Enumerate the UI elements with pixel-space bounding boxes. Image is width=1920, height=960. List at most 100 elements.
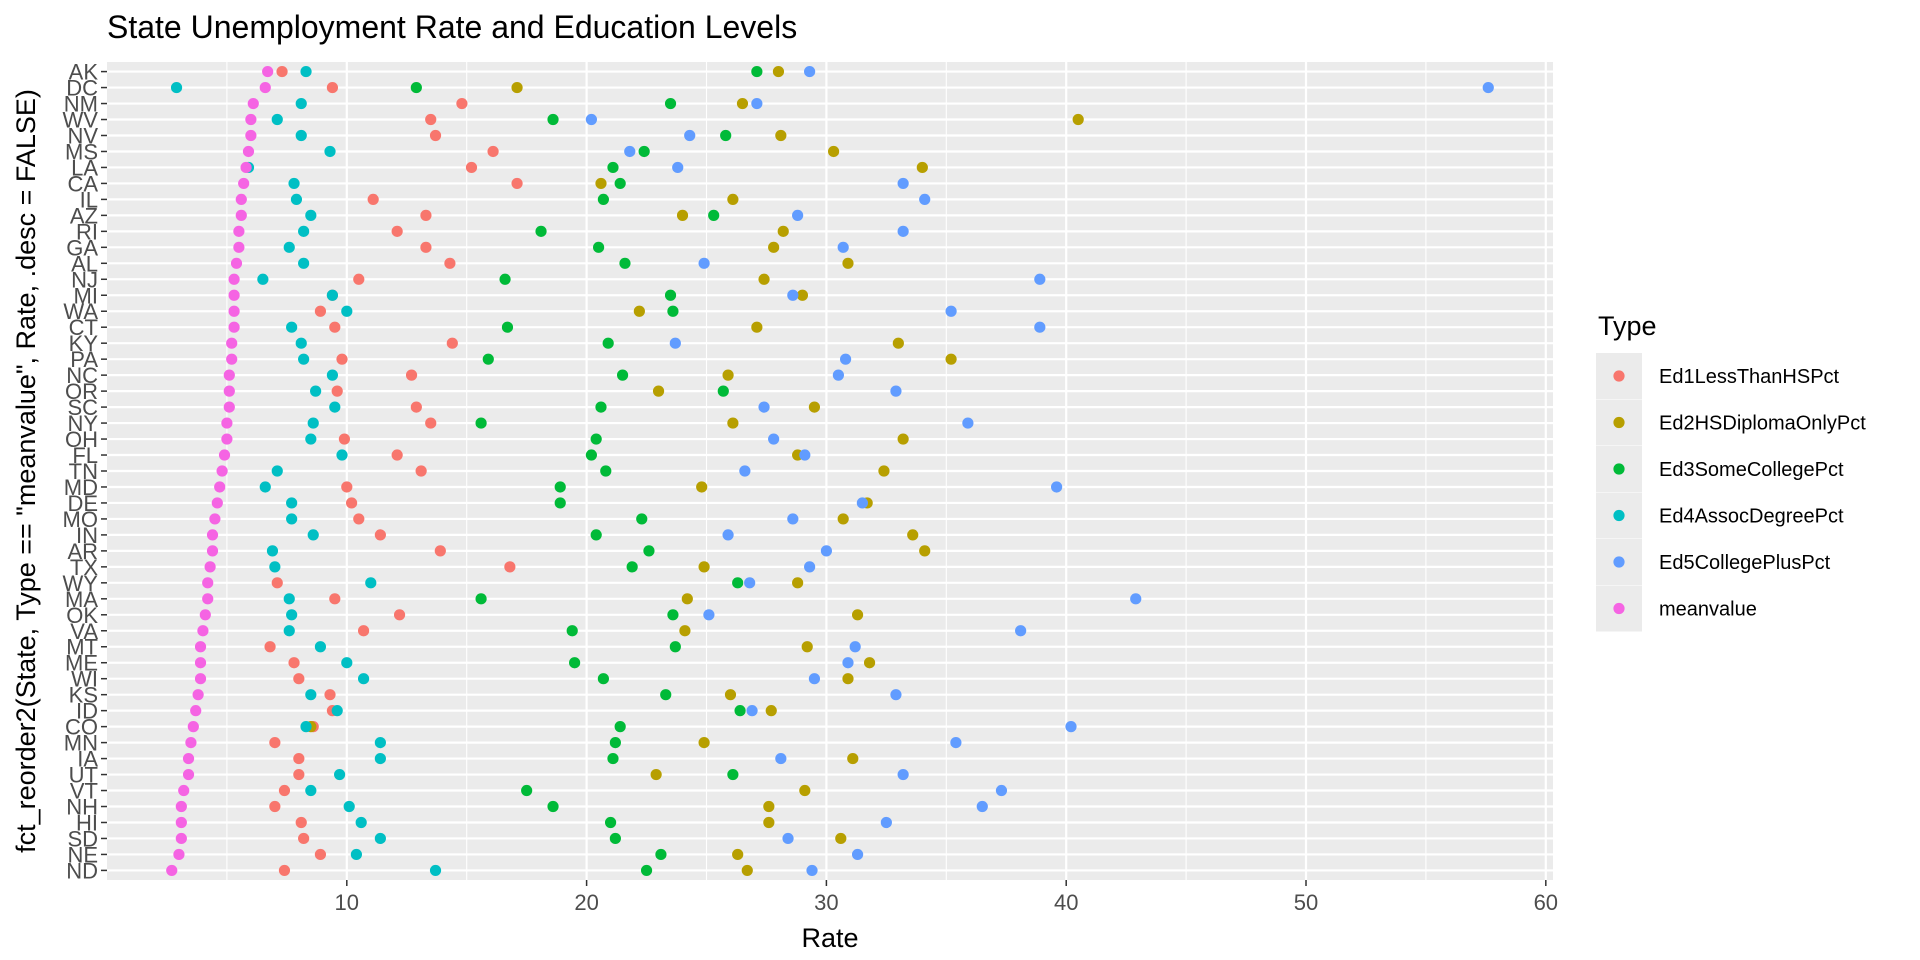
point-Ed4AssocDegreePct-SD: [374, 832, 386, 845]
point-Ed5CollegePlusPct-NH: [976, 800, 988, 813]
point-Ed5CollegePlusPct-NV: [684, 129, 696, 142]
y-tick-label-NH: NH: [66, 795, 98, 820]
point-Ed1LessThanHSPct-GA: [420, 241, 432, 253]
point-Ed1LessThanHSPct-ME: [288, 657, 300, 669]
point-Ed1LessThanHSPct-VT: [278, 784, 291, 797]
point-Ed5CollegePlusPct-HI: [880, 816, 892, 829]
point-meanvalue-IA: [182, 752, 195, 765]
point-meanvalue-HI: [175, 816, 187, 829]
y-tick-label-UT: UT: [69, 763, 98, 788]
legend-title: Type: [1598, 311, 1657, 341]
point-Ed3SomeCollegePct-LA: [607, 161, 619, 174]
point-Ed1LessThanHSPct-NE: [314, 848, 327, 861]
y-tick-label-NY: NY: [67, 411, 98, 436]
point-Ed2HSDiplomaOnlyPct-IN: [907, 529, 919, 541]
point-Ed2HSDiplomaOnlyPct-GA: [768, 241, 780, 253]
point-Ed1LessThanHSPct-HI: [295, 816, 307, 829]
point-meanvalue-UT: [182, 768, 195, 781]
point-Ed3SomeCollegePct-NC: [616, 369, 629, 381]
point-Ed3SomeCollegePct-MA: [475, 593, 487, 605]
point-Ed1LessThanHSPct-PA: [336, 353, 348, 365]
point-Ed4AssocDegreePct-CO: [300, 721, 312, 733]
point-meanvalue-RI: [233, 225, 245, 237]
point-Ed4AssocDegreePct-HI: [355, 816, 367, 829]
point-Ed1LessThanHSPct-CA: [511, 177, 523, 190]
point-Ed3SomeCollegePct-ND: [640, 864, 653, 877]
point-Ed5CollegePlusPct-MN: [950, 737, 962, 749]
point-meanvalue-CT: [228, 321, 240, 333]
point-Ed3SomeCollegePct-IA: [607, 752, 619, 765]
legend-label-Ed5CollegePlusPct: Ed5CollegePlusPct: [1659, 552, 1831, 574]
point-Ed1LessThanHSPct-MT: [264, 641, 276, 653]
point-Ed3SomeCollegePct-AR: [643, 545, 655, 557]
y-tick-label-KS: KS: [69, 683, 98, 708]
point-Ed4AssocDegreePct-NC: [326, 369, 339, 381]
point-Ed1LessThanHSPct-MS: [487, 145, 499, 158]
point-meanvalue-AL: [230, 257, 243, 269]
point-Ed4AssocDegreePct-AR: [266, 545, 279, 557]
point-Ed1LessThanHSPct-NV: [429, 129, 442, 142]
y-axis-tick-labels: AKDCNMWVNVMSLACAILAZRIGAALNJMIWACTKYPANC…: [63, 60, 107, 883]
y-tick-label-PA: PA: [70, 347, 98, 372]
point-Ed1LessThanHSPct-RI: [391, 225, 403, 237]
point-Ed1LessThanHSPct-AR: [434, 545, 446, 557]
x-tick-label-10: 10: [335, 890, 359, 915]
x-tick-label-40: 40: [1054, 890, 1078, 915]
point-Ed3SomeCollegePct-IN: [590, 529, 602, 541]
point-Ed4AssocDegreePct-AK: [300, 65, 312, 78]
y-tick-label-NE: NE: [67, 842, 98, 867]
point-Ed5CollegePlusPct-CA: [897, 177, 909, 190]
point-Ed1LessThanHSPct-SC: [410, 401, 422, 413]
y-tick-label-WA: WA: [63, 299, 98, 324]
point-meanvalue-KY: [226, 337, 238, 349]
point-Ed1LessThanHSPct-NH: [269, 800, 281, 813]
point-Ed5CollegePlusPct-ME: [842, 657, 854, 669]
point-Ed5CollegePlusPct-GA: [837, 241, 849, 253]
point-Ed5CollegePlusPct-RI: [897, 225, 909, 237]
point-Ed1LessThanHSPct-OH: [338, 433, 351, 445]
point-Ed3SomeCollegePct-MD: [554, 481, 566, 493]
point-Ed2HSDiplomaOnlyPct-TN: [878, 465, 890, 477]
point-Ed2HSDiplomaOnlyPct-VT: [799, 784, 811, 797]
point-Ed1LessThanHSPct-IN: [374, 529, 386, 541]
point-Ed1LessThanHSPct-FL: [391, 449, 403, 461]
point-Ed1LessThanHSPct-MD: [341, 481, 353, 493]
point-Ed3SomeCollegePct-OH: [590, 433, 602, 445]
legend-key-Ed1LessThanHSPct: [1613, 370, 1625, 382]
legend-label-Ed2HSDiplomaOnlyPct: Ed2HSDiplomaOnlyPct: [1659, 413, 1866, 435]
legend: Type Ed1LessThanHSPct Ed2HSDiplomaOnlyPct…: [1596, 311, 1866, 632]
point-Ed4AssocDegreePct-IL: [290, 193, 303, 205]
point-Ed5CollegePlusPct-NE: [851, 848, 864, 861]
point-Ed3SomeCollegePct-VA: [566, 625, 578, 637]
point-Ed4AssocDegreePct-DC: [170, 81, 183, 94]
point-Ed2HSDiplomaOnlyPct-WA: [633, 305, 645, 317]
point-Ed1LessThanHSPct-NY: [425, 417, 437, 429]
point-Ed2HSDiplomaOnlyPct-OR: [652, 385, 665, 397]
point-Ed5CollegePlusPct-IA: [775, 752, 787, 765]
point-Ed4AssocDegreePct-NJ: [257, 273, 269, 285]
point-Ed3SomeCollegePct-MN: [609, 737, 621, 749]
legend-label-Ed4AssocDegreePct: Ed4AssocDegreePct: [1659, 506, 1844, 528]
point-Ed2HSDiplomaOnlyPct-UT: [650, 768, 662, 781]
y-tick-label-NV: NV: [67, 123, 98, 148]
y-tick-label-HI: HI: [76, 810, 98, 835]
point-Ed4AssocDegreePct-NM: [295, 97, 307, 110]
point-Ed4AssocDegreePct-KS: [305, 689, 317, 701]
y-tick-label-OR: OR: [65, 379, 98, 404]
point-Ed5CollegePlusPct-IL: [919, 193, 931, 205]
point-meanvalue-WV: [245, 113, 257, 126]
point-Ed5CollegePlusPct-TX: [804, 561, 816, 573]
y-tick-label-MT: MT: [66, 635, 98, 660]
point-Ed5CollegePlusPct-WY: [744, 577, 756, 589]
point-meanvalue-ME: [194, 657, 207, 669]
point-Ed4AssocDegreePct-MS: [324, 145, 336, 158]
point-Ed5CollegePlusPct-NM: [751, 97, 763, 110]
point-Ed5CollegePlusPct-FL: [799, 449, 811, 461]
y-tick-label-MI: MI: [74, 283, 98, 308]
point-meanvalue-NV: [245, 129, 257, 142]
y-tick-label-MN: MN: [64, 731, 98, 756]
point-meanvalue-TN: [216, 465, 228, 477]
y-tick-label-ME: ME: [65, 651, 98, 676]
point-Ed5CollegePlusPct-LA: [672, 161, 684, 174]
point-meanvalue-MI: [228, 289, 240, 301]
